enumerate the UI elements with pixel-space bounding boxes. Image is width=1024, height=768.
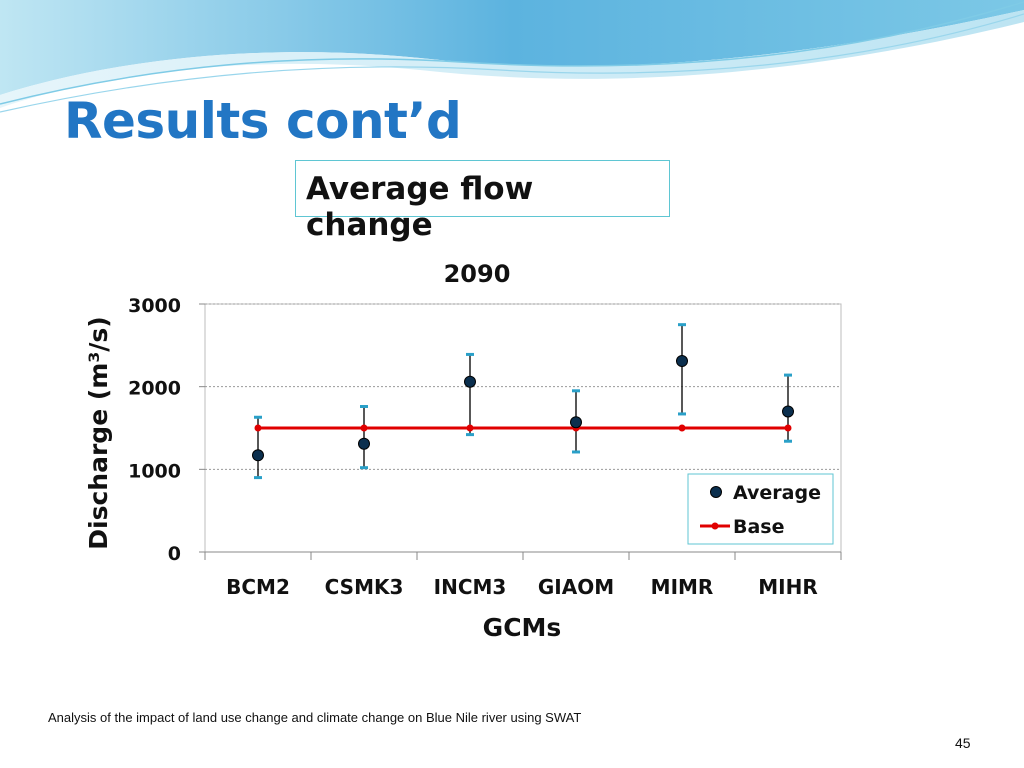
y-tick-label: 0 xyxy=(168,543,181,565)
y-tick-label: 1000 xyxy=(128,460,181,482)
average-point xyxy=(252,449,264,462)
y-tick-label: 2000 xyxy=(128,378,181,400)
x-tick-label: BCM2 xyxy=(226,575,290,599)
x-tick-label: MIHR xyxy=(758,575,817,599)
average-point xyxy=(782,405,794,418)
chart-legend: Average Base xyxy=(687,473,834,545)
subtitle-box: Average flow change xyxy=(295,160,670,243)
legend-base-marker xyxy=(711,522,719,530)
base-point xyxy=(678,424,686,432)
discharge-chart: 2090 Discharge (m³/s) GCMs 0 1000 2000 3000… xyxy=(84,260,842,642)
footer-text: Analysis of the impact of land use chang… xyxy=(48,710,582,725)
average-point xyxy=(676,355,688,368)
chart-title: 2090 xyxy=(444,260,511,288)
y-axis-label: Discharge (m³/s) xyxy=(84,316,113,549)
legend-box xyxy=(687,473,834,545)
x-tick-label: CSMK3 xyxy=(325,575,404,599)
x-tick-label: GIAOM xyxy=(538,575,614,599)
average-point xyxy=(570,416,582,429)
page-number: 45 xyxy=(955,735,971,751)
base-point xyxy=(360,424,368,432)
slide-title: Results cont’d xyxy=(64,92,462,150)
legend-average-label: Average xyxy=(733,482,821,504)
x-tick-label: MIMR xyxy=(651,575,714,599)
plot-area: 0 1000 2000 3000 BCM2 CSMK3 INCM3 GIAOM MIMR MIHR xyxy=(128,295,842,599)
header-wave-decoration xyxy=(0,0,1024,113)
legend-base-label: Base xyxy=(733,516,785,538)
x-axis-label: GCMs xyxy=(483,613,562,642)
legend-average-marker xyxy=(710,486,722,498)
x-tick-label: INCM3 xyxy=(434,575,507,599)
base-point xyxy=(254,424,262,432)
y-tick-label: 3000 xyxy=(128,295,181,317)
subtitle-text: Average flow change xyxy=(306,171,534,243)
base-point xyxy=(784,424,792,432)
base-point xyxy=(466,424,474,432)
average-point xyxy=(358,437,370,450)
average-point xyxy=(464,375,476,388)
